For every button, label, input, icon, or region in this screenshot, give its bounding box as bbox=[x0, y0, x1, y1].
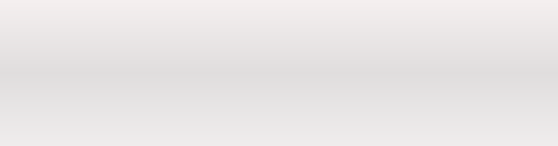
Text: B. none of provided answers C. the degrees of freedom is based: B. none of provided answers C. the degre… bbox=[10, 64, 527, 79]
Text: the two groups are not equal.: the two groups are not equal. bbox=[10, 113, 248, 128]
Text: Which of the following statements about the t-test for dependent: Which of the following statements about … bbox=[10, 15, 535, 30]
Text: on the total number of scores. D. the null hypothesis states that: on the total number of scores. D. the nu… bbox=[10, 89, 526, 104]
Text: samples is true? A. two or more scores exist for each statement: samples is true? A. two or more scores e… bbox=[10, 40, 523, 55]
